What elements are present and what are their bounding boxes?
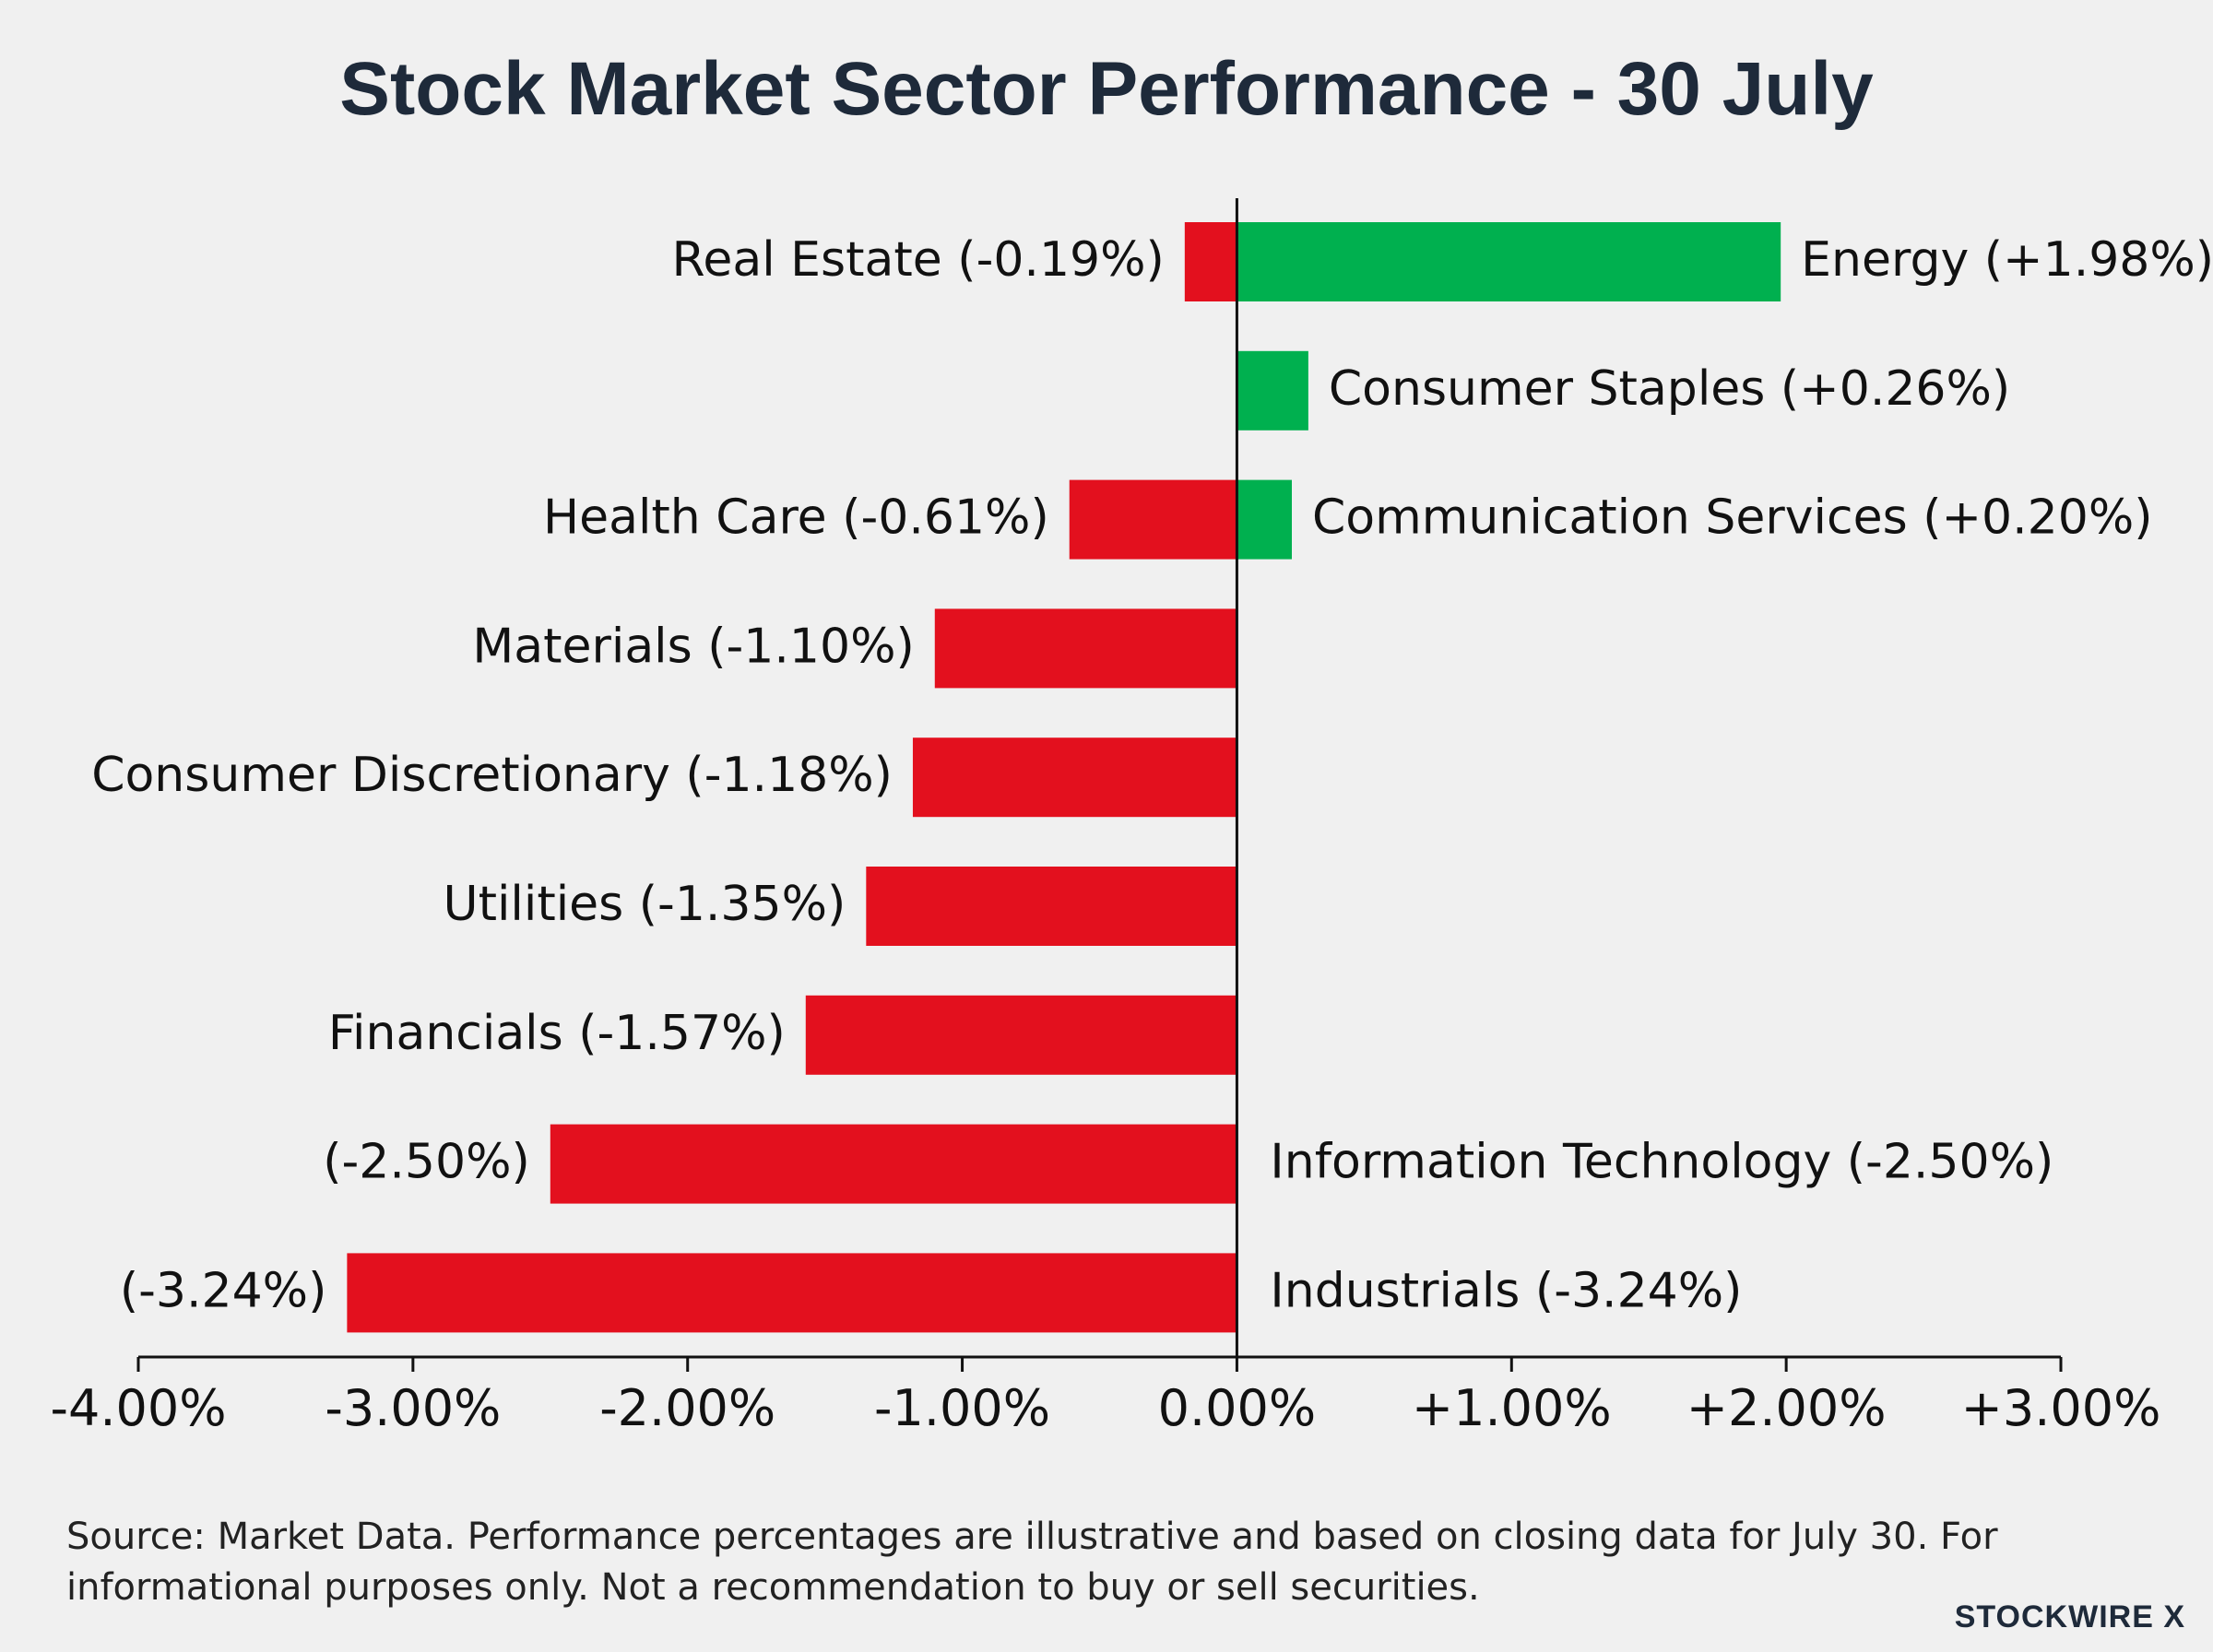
- bar-label: (-3.24%): [120, 1263, 327, 1318]
- bar-label: Information Technology (-2.50%): [1270, 1135, 2053, 1190]
- bar: [934, 608, 1237, 689]
- x-tick-label: +2.00%: [1686, 1379, 1887, 1437]
- x-tick-label: -2.00%: [599, 1379, 775, 1437]
- x-tick-label: -1.00%: [874, 1379, 1050, 1437]
- bar: [550, 1124, 1237, 1204]
- bar-label: Industrials (-3.24%): [1270, 1263, 1742, 1318]
- bar-label: Real Estate (-0.19%): [672, 232, 1165, 288]
- bar: [1069, 479, 1237, 560]
- x-tick-label: 0.00%: [1158, 1379, 1317, 1437]
- bars-layer: [347, 222, 1781, 1333]
- bar: [1237, 350, 1308, 431]
- bar: [866, 867, 1237, 946]
- x-axis: -4.00% -3.00% -2.00% -1.00% 0.00% +1.00% +2.00…: [50, 198, 2160, 1437]
- x-tick-label: -3.00%: [325, 1379, 501, 1437]
- bar-labels-layer: Real Estate (-0.19%) Energy (+1.98%) Consu…: [91, 232, 2213, 1318]
- bar: [1237, 479, 1292, 560]
- bar-label: Health Care (-0.61%): [543, 490, 1049, 546]
- bar: [347, 1253, 1237, 1333]
- bar: [1184, 222, 1237, 301]
- bar: [912, 738, 1237, 818]
- x-tick-label: +3.00%: [1961, 1379, 2161, 1437]
- bar: [805, 995, 1237, 1075]
- bar-label: Utilities (-1.35%): [444, 877, 846, 932]
- bar-label: Financials (-1.57%): [328, 1006, 786, 1061]
- brand-logo: STOCKWIRE X: [1954, 1599, 2185, 1634]
- bar-label: Consumer Staples (+0.26%): [1329, 361, 2010, 417]
- bar-label: Energy (+1.98%): [1801, 232, 2213, 288]
- chart-title: Stock Market Sector Performance - 30 Jul…: [339, 47, 1874, 131]
- source-note: Source: Market Data. Performance percent…: [66, 1516, 1998, 1609]
- x-tick-label: -4.00%: [50, 1379, 226, 1437]
- bar-label: Materials (-1.10%): [472, 619, 914, 674]
- bar-label: (-2.50%): [323, 1135, 530, 1190]
- bar-chart: Real Estate (-0.19%) Energy (+1.98%) Consu…: [50, 198, 2213, 1437]
- bar-label: Communication Services (+0.20%): [1312, 490, 2153, 546]
- bar-label: Consumer Discretionary (-1.18%): [91, 748, 893, 803]
- x-tick-label: +1.00%: [1412, 1379, 1612, 1437]
- bar: [1237, 222, 1781, 301]
